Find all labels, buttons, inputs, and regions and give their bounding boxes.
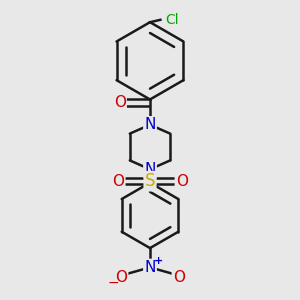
Text: +: + (154, 256, 163, 266)
Text: N: N (144, 260, 156, 275)
Text: O: O (176, 174, 188, 189)
Text: Cl: Cl (166, 13, 179, 27)
Text: O: O (114, 95, 126, 110)
Text: O: O (112, 174, 124, 189)
Text: S: S (145, 172, 155, 190)
Text: −: − (108, 276, 119, 290)
Text: N: N (144, 162, 156, 177)
Text: O: O (115, 270, 127, 285)
Text: O: O (173, 270, 185, 285)
Text: N: N (144, 117, 156, 132)
